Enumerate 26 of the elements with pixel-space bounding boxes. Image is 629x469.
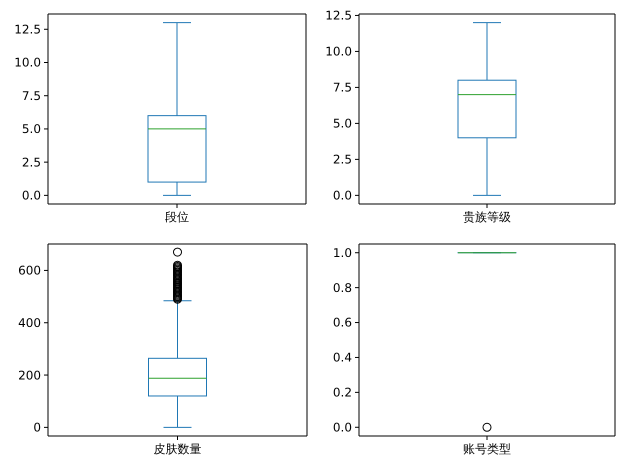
y-tick-label: 2.5 <box>332 152 352 167</box>
y-tick-label: 0 <box>33 420 41 435</box>
y-tick-label: 2.5 <box>22 155 41 170</box>
x-tick-label: 段位 <box>165 210 189 224</box>
y-tick-label: 10.0 <box>14 56 41 70</box>
y-tick-label: 5.0 <box>332 116 352 131</box>
y-tick-label: 0.6 <box>332 316 352 330</box>
y-tick-label: 0.4 <box>332 350 352 365</box>
y-tick-label: 0.0 <box>332 188 352 203</box>
y-tick-label: 0.0 <box>22 188 41 203</box>
y-tick-label: 0.2 <box>332 386 352 400</box>
y-tick-label: 5.0 <box>22 122 41 136</box>
y-tick-label: 1.0 <box>332 246 352 260</box>
x-tick-label: 贵族等级 <box>463 210 511 224</box>
y-tick-label: 0.8 <box>332 280 352 295</box>
x-tick-label: 账号类型 <box>463 442 511 456</box>
x-tick-label: 皮肤数量 <box>154 442 202 456</box>
y-tick-label: 0.0 <box>332 420 352 434</box>
y-tick-label: 400 <box>18 316 41 330</box>
y-tick-label: 12.5 <box>325 8 352 23</box>
y-tick-label: 7.5 <box>22 88 41 103</box>
y-tick-label: 10.0 <box>325 44 352 59</box>
y-tick-label: 12.5 <box>14 22 41 36</box>
y-tick-label: 7.5 <box>332 80 352 95</box>
y-tick-label: 200 <box>18 368 41 382</box>
y-tick-label: 600 <box>18 264 41 278</box>
